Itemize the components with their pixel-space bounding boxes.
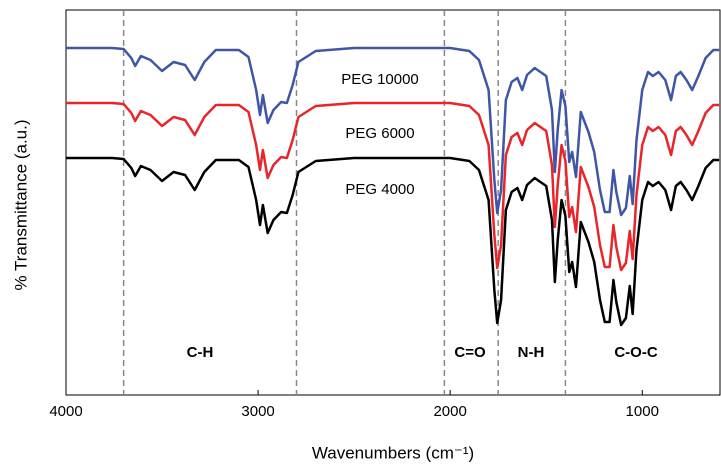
spectrum-line [66, 156, 720, 327]
region-label: N-H [518, 344, 545, 361]
spectrum-line [66, 101, 720, 272]
plot-frame [65, 9, 721, 396]
series-label: PEG 4000 [345, 181, 414, 198]
x-tick-label: 2000 [433, 403, 466, 420]
x-axis-title: Wavenumbers (cm⁻¹) [312, 443, 474, 462]
region-label: C-H [187, 344, 214, 361]
x-tick-label: 4000 [49, 403, 82, 420]
x-tick-label: 3000 [241, 403, 274, 420]
spectrum-line [66, 46, 720, 217]
region-label: C=O [454, 344, 486, 361]
series-label: PEG 10000 [341, 71, 419, 88]
y-axis-title: % Transmittance (a.u.) [11, 119, 30, 290]
region-label: C-O-C [614, 344, 657, 361]
series-label: PEG 6000 [345, 125, 414, 142]
x-tick-label: 1000 [626, 403, 659, 420]
